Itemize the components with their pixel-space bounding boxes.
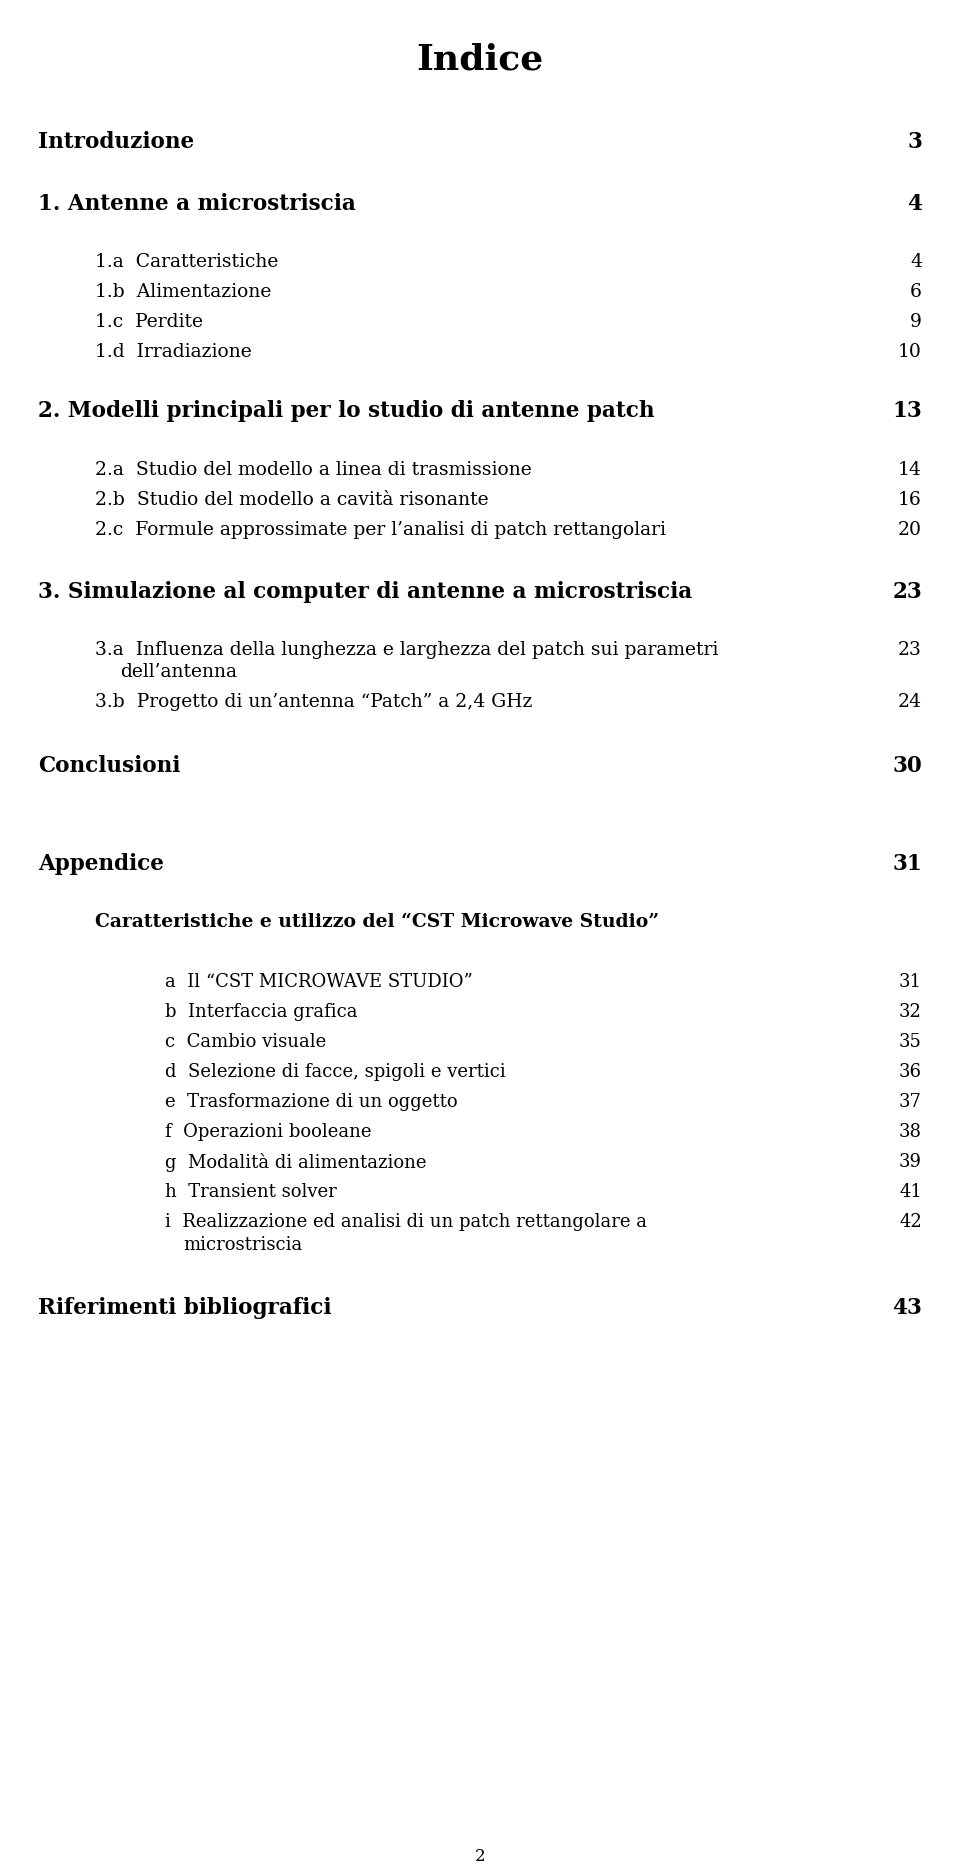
- Text: 2. Modelli principali per lo studio di antenne patch: 2. Modelli principali per lo studio di a…: [38, 399, 655, 422]
- Text: 6: 6: [910, 283, 922, 302]
- Text: 24: 24: [898, 694, 922, 711]
- Text: 32: 32: [900, 1003, 922, 1022]
- Text: 14: 14: [899, 461, 922, 478]
- Text: 30: 30: [892, 756, 922, 776]
- Text: 23: 23: [899, 641, 922, 658]
- Text: 23: 23: [892, 581, 922, 604]
- Text: Introduzione: Introduzione: [38, 131, 194, 154]
- Text: d  Selezione di facce, spigoli e vertici: d Selezione di facce, spigoli e vertici: [165, 1063, 506, 1082]
- Text: 4: 4: [910, 253, 922, 272]
- Text: Caratteristiche e utilizzo del “CST Microwave Studio”: Caratteristiche e utilizzo del “CST Micr…: [95, 913, 660, 932]
- Text: Riferimenti bibliografici: Riferimenti bibliografici: [38, 1298, 331, 1318]
- Text: 3.b  Progetto di un’antenna “Patch” a 2,4 GHz: 3.b Progetto di un’antenna “Patch” a 2,4…: [95, 694, 533, 711]
- Text: 31: 31: [892, 853, 922, 876]
- Text: 36: 36: [899, 1063, 922, 1082]
- Text: 1. Antenne a microstriscia: 1. Antenne a microstriscia: [38, 193, 356, 216]
- Text: c  Cambio visuale: c Cambio visuale: [165, 1033, 326, 1052]
- Text: 1.c  Perdite: 1.c Perdite: [95, 313, 203, 332]
- Text: 3: 3: [907, 131, 922, 154]
- Text: 1.b  Alimentazione: 1.b Alimentazione: [95, 283, 272, 302]
- Text: 37: 37: [900, 1093, 922, 1112]
- Text: 31: 31: [899, 973, 922, 992]
- Text: b  Interfaccia grafica: b Interfaccia grafica: [165, 1003, 357, 1022]
- Text: 4: 4: [907, 193, 922, 216]
- Text: i  Realizzazione ed analisi di un patch rettangolare a: i Realizzazione ed analisi di un patch r…: [165, 1213, 647, 1232]
- Text: 35: 35: [900, 1033, 922, 1052]
- Text: 20: 20: [898, 521, 922, 538]
- Text: 1.a  Caratteristiche: 1.a Caratteristiche: [95, 253, 278, 272]
- Text: 16: 16: [899, 491, 922, 508]
- Text: Conclusioni: Conclusioni: [38, 756, 180, 776]
- Text: 9: 9: [910, 313, 922, 332]
- Text: 1.d  Irradiazione: 1.d Irradiazione: [95, 343, 252, 362]
- Text: 10: 10: [899, 343, 922, 362]
- Text: f  Operazioni booleane: f Operazioni booleane: [165, 1123, 372, 1142]
- Text: 3. Simulazione al computer di antenne a microstriscia: 3. Simulazione al computer di antenne a …: [38, 581, 692, 604]
- Text: microstriscia: microstriscia: [183, 1236, 302, 1254]
- Text: 2.c  Formule approssimate per l’analisi di patch rettangolari: 2.c Formule approssimate per l’analisi d…: [95, 521, 666, 538]
- Text: Appendice: Appendice: [38, 853, 164, 876]
- Text: 2.b  Studio del modello a cavità risonante: 2.b Studio del modello a cavità risonant…: [95, 491, 489, 508]
- Text: 3.a  Influenza della lunghezza e larghezza del patch sui parametri: 3.a Influenza della lunghezza e larghezz…: [95, 641, 718, 658]
- Text: dell’antenna: dell’antenna: [120, 664, 237, 681]
- Text: 2: 2: [474, 1849, 486, 1866]
- Text: 41: 41: [900, 1183, 922, 1202]
- Text: 2.a  Studio del modello a linea di trasmissione: 2.a Studio del modello a linea di trasmi…: [95, 461, 532, 478]
- Text: a  Il “CST MICROWAVE STUDIO”: a Il “CST MICROWAVE STUDIO”: [165, 973, 473, 992]
- Text: 39: 39: [899, 1153, 922, 1172]
- Text: e  Trasformazione di un oggetto: e Trasformazione di un oggetto: [165, 1093, 458, 1112]
- Text: 42: 42: [900, 1213, 922, 1232]
- Text: 38: 38: [899, 1123, 922, 1142]
- Text: g  Modalità di alimentazione: g Modalità di alimentazione: [165, 1153, 426, 1172]
- Text: 13: 13: [892, 399, 922, 422]
- Text: Indice: Indice: [417, 41, 543, 77]
- Text: 43: 43: [892, 1298, 922, 1318]
- Text: h  Transient solver: h Transient solver: [165, 1183, 337, 1202]
